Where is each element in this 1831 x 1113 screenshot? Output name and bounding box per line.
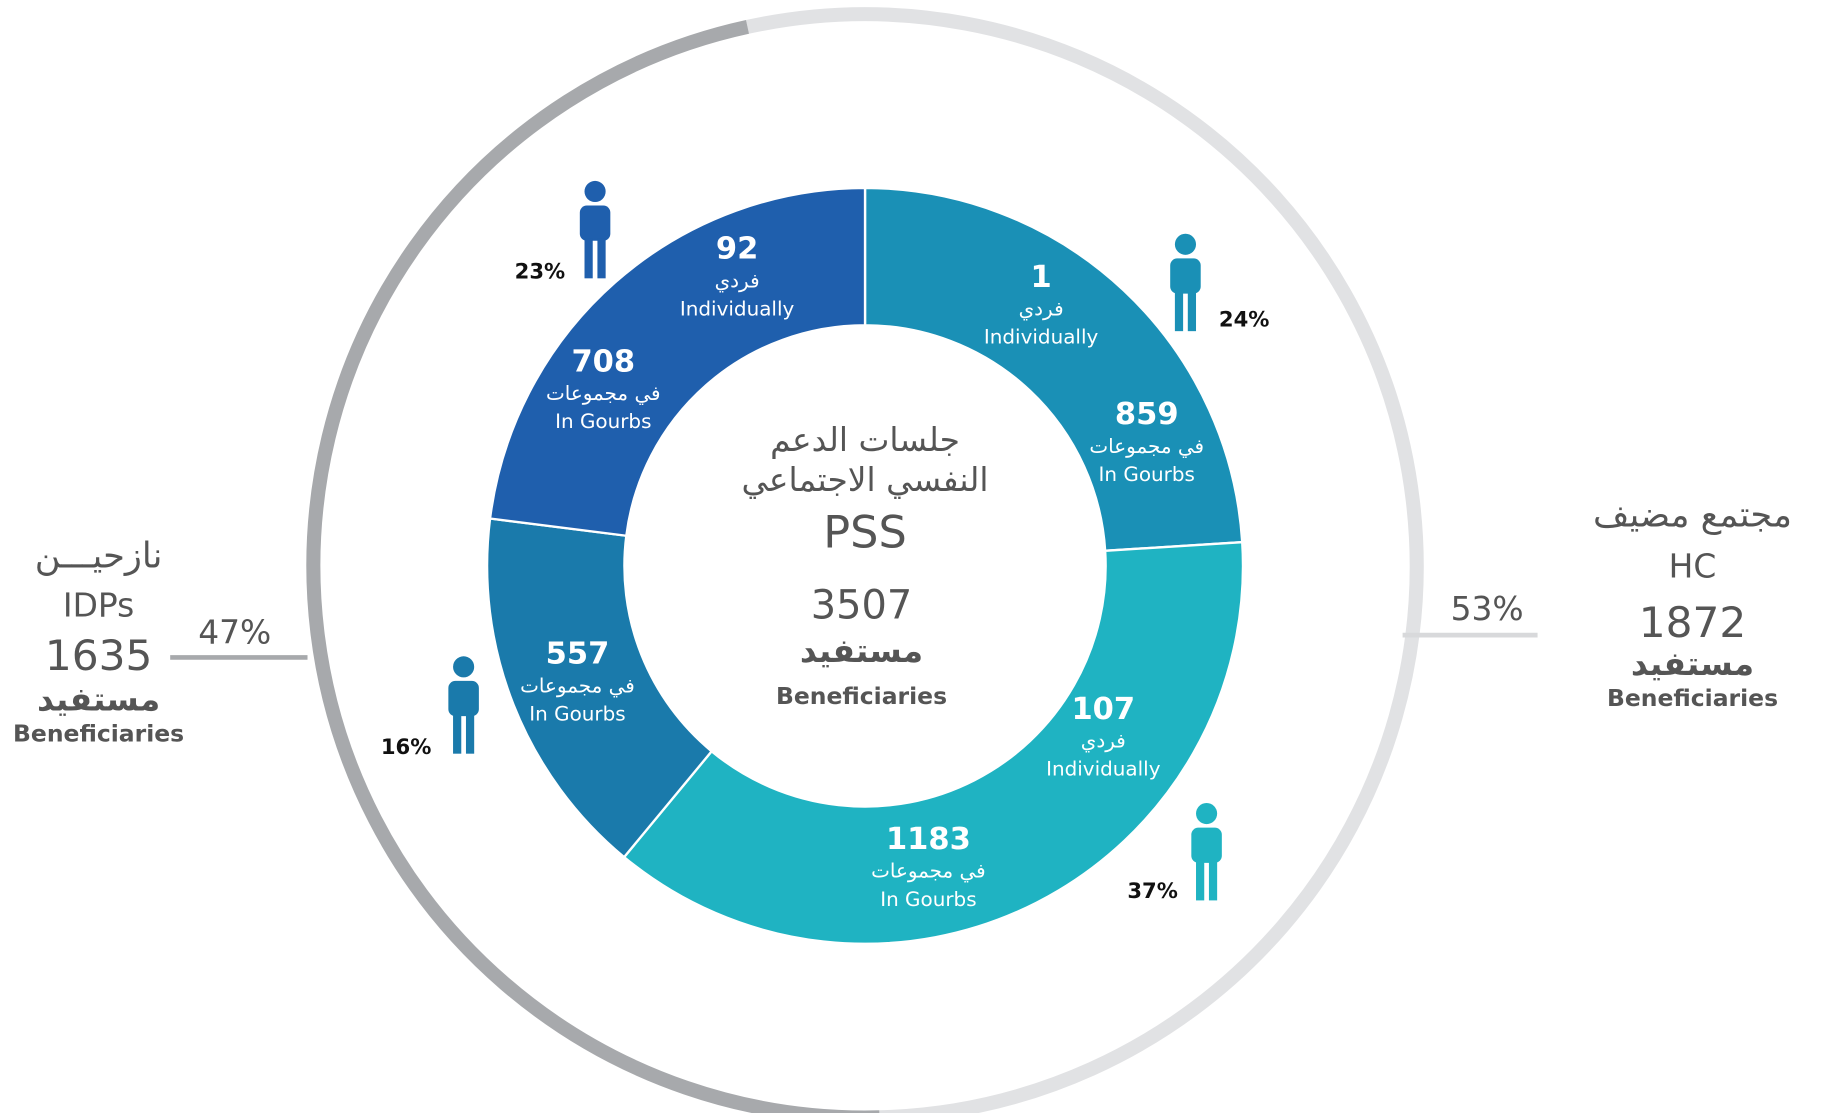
segment-label: فردي <box>1019 297 1064 322</box>
segment-count: 1183 <box>886 822 971 857</box>
group-percent: 53% <box>1451 589 1524 628</box>
segment-label-en: Individually <box>1046 757 1161 781</box>
person-icon <box>1187 291 1197 332</box>
person-icon <box>579 205 611 241</box>
segment-label-en: Individually <box>680 297 795 321</box>
segment-label-en: In Gourbs <box>529 701 625 725</box>
title-line: جلسات الدعم <box>770 420 960 459</box>
segment-count: 1 <box>1030 260 1051 295</box>
group-name-en: IDPs <box>63 585 134 624</box>
person-icon <box>1170 258 1201 294</box>
count-label-en: Beneficiaries <box>1607 684 1778 712</box>
count-label: مستفيد <box>800 631 923 670</box>
person-icon <box>1174 233 1197 255</box>
count-label-en: Beneficiaries <box>13 719 184 747</box>
person-icon <box>1196 860 1205 901</box>
donut-segment <box>622 540 1245 945</box>
segment-count: 557 <box>546 637 610 672</box>
count-label: مستفيد <box>1631 644 1754 683</box>
outer-arc <box>746 7 1424 1113</box>
person-icon <box>584 180 606 203</box>
segment-label-en: In Gourbs <box>1099 462 1195 486</box>
segment-count: 107 <box>1071 692 1135 727</box>
segment-count: 92 <box>716 232 758 267</box>
donut-segment <box>863 186 1244 553</box>
group-percent: 47% <box>198 612 271 651</box>
person-icon <box>448 680 479 717</box>
person-icon <box>1208 860 1218 901</box>
segment-label-en: In Gourbs <box>555 409 651 433</box>
person-icon <box>453 656 475 678</box>
group-name: مجتمع مضيف <box>1593 495 1792 536</box>
person-icon <box>1174 291 1184 332</box>
subtitle: PSS <box>823 506 907 558</box>
person-icon <box>584 238 593 279</box>
group-count: 1635 <box>45 631 153 680</box>
person-icon <box>597 238 606 279</box>
segment-label: في مجموعات <box>546 381 661 406</box>
group-count: 1872 <box>1639 598 1747 647</box>
segment-percent: 16% <box>381 734 432 759</box>
person-icon <box>1196 802 1218 825</box>
segment-label: فردي <box>715 268 760 293</box>
segment-percent: 24% <box>1219 307 1270 332</box>
title-line: النفسي الاجتماعي <box>742 460 989 499</box>
segment-label-en: Individually <box>984 325 1099 349</box>
person-icon <box>1191 827 1222 863</box>
group-name: نازحيـــن <box>35 536 163 577</box>
segment-percent: 37% <box>1127 878 1178 903</box>
segment-label: في مجموعات <box>871 859 986 884</box>
segment-count: 859 <box>1115 397 1179 432</box>
segment-label: فردي <box>1081 728 1126 753</box>
person-icon <box>465 713 475 754</box>
segment-label: في مجموعات <box>1089 434 1204 459</box>
segment-count: 708 <box>571 344 635 379</box>
group-name-en: HC <box>1669 547 1717 586</box>
donut-segment <box>488 186 867 538</box>
outer-arc <box>306 20 880 1113</box>
count-label-en: Beneficiaries <box>776 682 947 710</box>
segment-label-en: In Gourbs <box>880 887 976 911</box>
person-icon <box>453 713 462 754</box>
donut-segment <box>485 517 714 859</box>
center-labels: جلسات الدعم النفسي الاجتماعي PSS 3507 مس… <box>742 420 989 710</box>
total: 3507 <box>811 583 913 629</box>
segment-label: في مجموعات <box>520 673 635 698</box>
segment-percent: 23% <box>515 258 566 283</box>
count-label: مستفيد <box>37 679 160 718</box>
